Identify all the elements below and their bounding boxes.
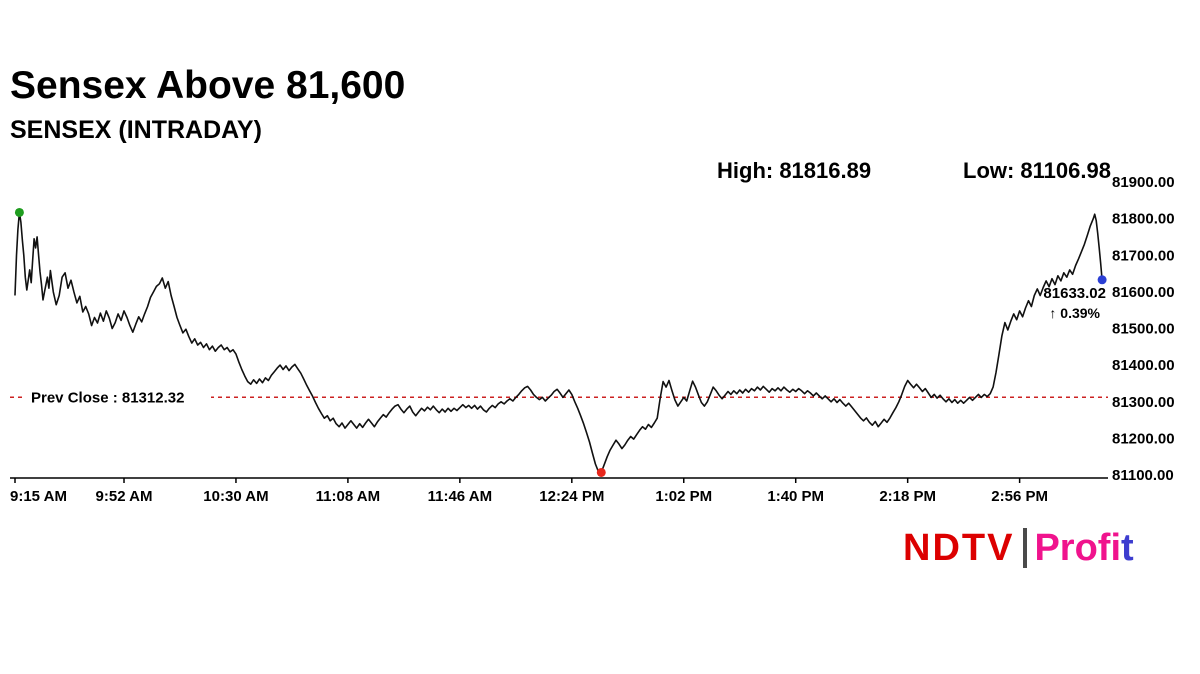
prev-close-label-bg <box>26 387 211 407</box>
prev-close-label: Prev Close : 81312.32 <box>31 390 184 407</box>
chart-subtitle: SENSEX (INTRADAY) <box>10 116 262 144</box>
x-tick-label: 1:40 PM <box>767 488 824 505</box>
y-tick-label: 81700.00 <box>1112 247 1175 264</box>
logo-separator-bar <box>1023 528 1028 568</box>
x-tick-label: 10:30 AM <box>203 488 268 505</box>
y-tick-label: 81100.00 <box>1112 467 1174 484</box>
y-tick-label: 81500.00 <box>1112 321 1175 338</box>
last-price-marker <box>1097 275 1107 285</box>
last-price-annotation: 81633.02 <box>1043 285 1106 302</box>
profit-logo-pink: Profi <box>1034 527 1122 569</box>
x-tick-label: 11:08 AM <box>316 488 380 505</box>
x-tick-label: 12:24 PM <box>539 488 604 505</box>
x-tick-label: 2:56 PM <box>991 488 1048 505</box>
day-high-label: High: 81816.89 <box>717 158 872 183</box>
intraday-line-chart: Prev Close : 81312.32 9:15 AM 9:52 AM 10:30… <box>10 174 1175 505</box>
x-tick-label: 1:02 PM <box>655 488 712 505</box>
sensex-price-line <box>14 211 1103 474</box>
y-tick-label: 81800.00 <box>1112 211 1175 228</box>
y-tick-label: 81600.00 <box>1112 284 1175 301</box>
x-tick-label: 2:18 PM <box>879 488 936 505</box>
profit-logo-blue: t <box>1121 527 1134 569</box>
day-low-label: Low: 81106.98 <box>963 158 1111 183</box>
y-tick-label: 81400.00 <box>1112 357 1175 374</box>
x-tick-label: 11:46 AM <box>428 488 492 505</box>
y-tick-label: 81900.00 <box>1112 174 1175 191</box>
x-tick-label: 9:15 AM <box>10 488 67 505</box>
page-title: Sensex Above 81,600 <box>10 64 406 107</box>
y-tick-label: 81200.00 <box>1112 430 1175 447</box>
ndtv-profit-logo: NDTV Profit <box>903 526 1134 570</box>
ndtv-logo-text: NDTV <box>903 527 1015 569</box>
change-percent-annotation: ↑ 0.39% <box>1049 305 1100 321</box>
y-tick-label: 81300.00 <box>1112 394 1175 411</box>
x-tick-label: 9:52 AM <box>96 488 153 505</box>
day-high-open-marker <box>14 207 24 217</box>
profit-logo-text: Profit <box>1034 526 1133 570</box>
day-low-marker <box>596 467 606 477</box>
